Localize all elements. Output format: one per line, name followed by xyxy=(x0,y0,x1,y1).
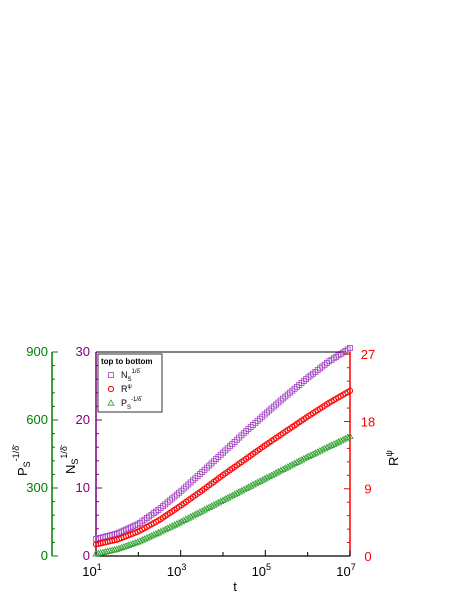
r-axis-tick-label: 0 xyxy=(364,549,371,564)
r-axis-tick-label: 9 xyxy=(364,482,371,497)
legend-marker xyxy=(107,399,115,406)
n-axis-tick-label: 20 xyxy=(76,412,90,427)
data-point xyxy=(108,546,116,553)
r-axis: 0 9 18 27 Rψ xyxy=(344,347,401,564)
r-axis-tick-label: 27 xyxy=(361,347,375,362)
data-point xyxy=(346,432,354,439)
legend-label: PS-1/δ̄ xyxy=(121,397,142,411)
r-axis-label: Rψ xyxy=(384,450,401,466)
n-axis-label: NS1/δ̄ xyxy=(59,444,80,474)
legend-title: top to bottom xyxy=(101,357,153,366)
x-axis-tick-label: 105 xyxy=(252,562,271,579)
data-point xyxy=(99,548,107,556)
series-triangle xyxy=(92,432,354,557)
legend: top to bottom NS1/δ̄Rψ PS-1/δ̄ xyxy=(97,353,163,413)
series-layer xyxy=(92,345,354,557)
legend-box xyxy=(97,353,163,413)
legend-label: NS1/δ̄ xyxy=(121,369,141,383)
n-axis: 0 10 20 30 NS1/δ̄ xyxy=(59,344,102,563)
data-point xyxy=(101,548,109,555)
data-point xyxy=(343,433,352,441)
data-point xyxy=(347,345,353,351)
data-point xyxy=(92,550,100,557)
x-axis-tick-label: 101 xyxy=(82,562,101,579)
data-point xyxy=(94,549,103,557)
data-point xyxy=(106,547,114,554)
data-point xyxy=(346,387,354,394)
p-axis-tick-label: 900 xyxy=(26,344,48,359)
r-axis-tick-label: 18 xyxy=(361,414,375,429)
legend-label: Rψ xyxy=(121,384,132,394)
data-point xyxy=(126,540,135,548)
data-point xyxy=(129,539,137,547)
p-axis-tick-label: 300 xyxy=(26,480,48,495)
x-axis: 101 103 105 107 t xyxy=(82,351,356,594)
data-point xyxy=(122,542,130,549)
data-point xyxy=(120,543,128,550)
p-axis-label: PS-1/δ̄ xyxy=(11,444,32,476)
n-axis-tick-label: 30 xyxy=(76,344,90,359)
legend-marker xyxy=(107,385,115,393)
p-axis-tick-label: 600 xyxy=(26,412,48,427)
legend-marker xyxy=(108,372,114,378)
x-axis-tick-label: 107 xyxy=(336,562,355,579)
data-point xyxy=(96,549,105,556)
data-point xyxy=(117,543,126,551)
x-axis-tick-label: 103 xyxy=(167,562,186,579)
n-axis-tick-label: 10 xyxy=(76,480,90,495)
data-point xyxy=(131,539,139,546)
series-square xyxy=(93,345,353,542)
data-point xyxy=(115,544,123,552)
series-circle xyxy=(92,387,354,548)
p-axis: 0 300 600 900 PS-1/δ̄ xyxy=(11,344,58,563)
data-point xyxy=(103,547,112,554)
data-point xyxy=(110,546,119,553)
x-axis-label: t xyxy=(233,579,237,594)
data-point xyxy=(124,541,133,548)
data-point xyxy=(113,545,121,552)
p-axis-tick-label: 0 xyxy=(41,548,48,563)
n-axis-tick-label: 0 xyxy=(83,548,90,563)
